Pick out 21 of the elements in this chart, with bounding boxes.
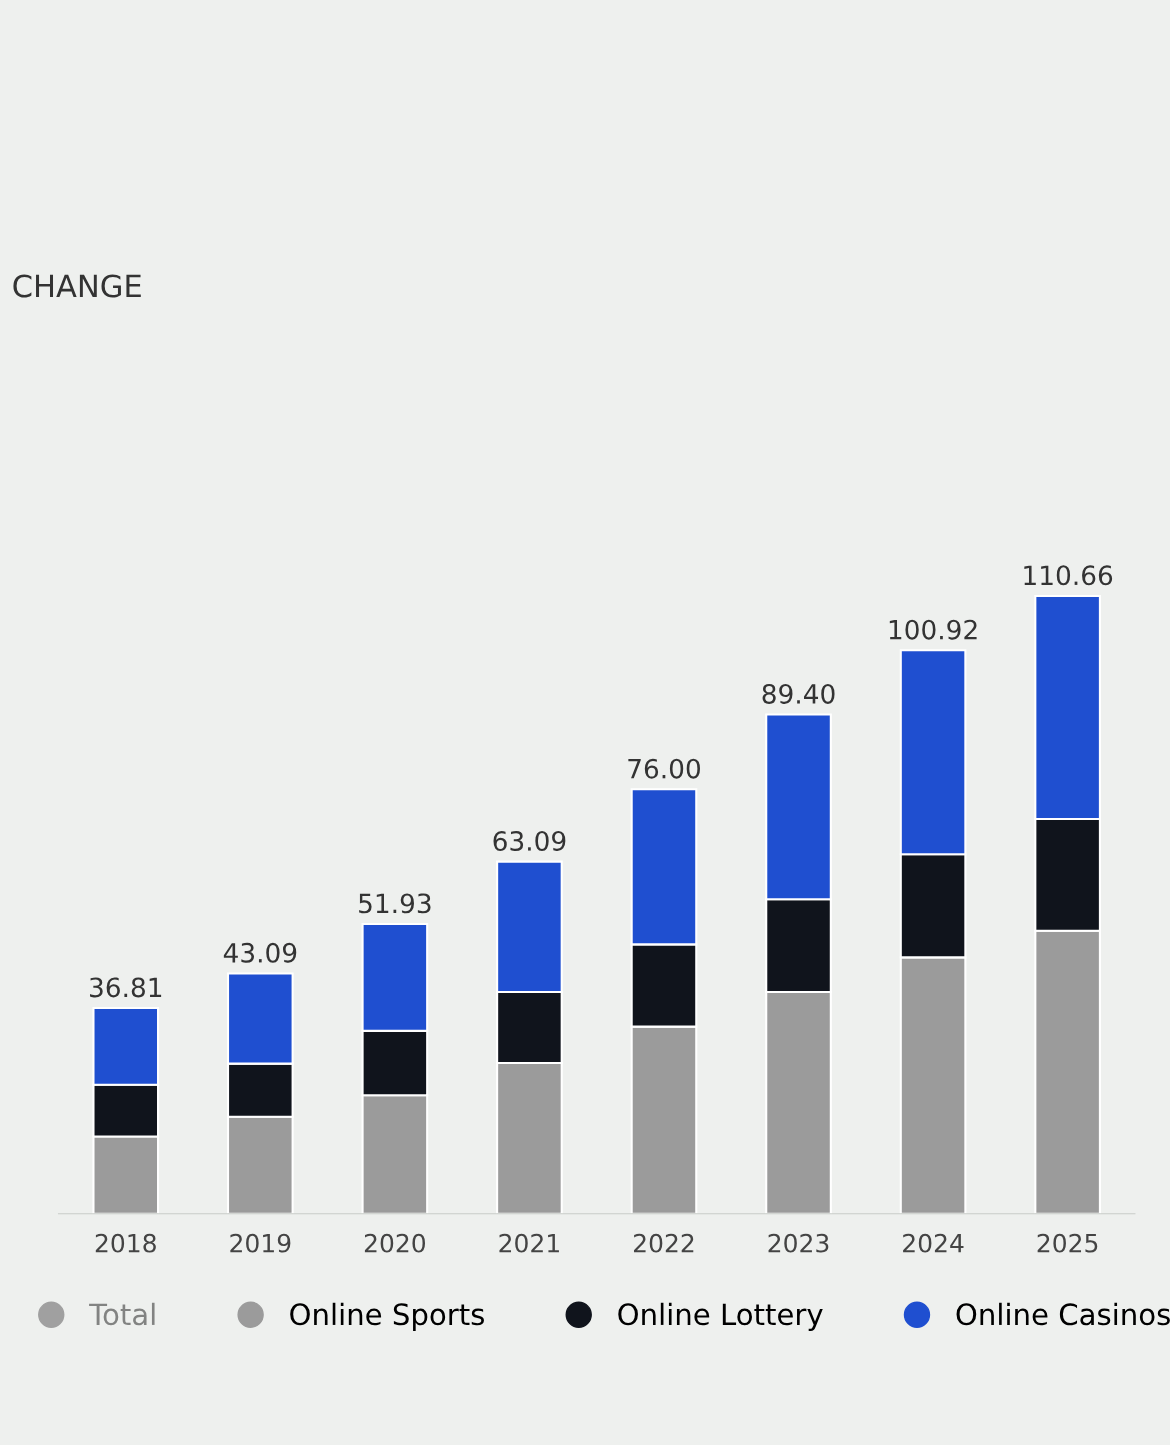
x-tick-label: 2024 [903, 1233, 964, 1253]
legend-label: Online Casinos [956, 1302, 1170, 1326]
annotation: 51.93 [359, 893, 431, 914]
x-tick-label: 2021 [499, 1233, 559, 1253]
legend-label: Online Lottery [618, 1302, 823, 1331]
annotation: 89.40 [762, 683, 835, 704]
x-tick-label: 2018 [95, 1233, 156, 1253]
x-tick-label: 2023 [768, 1233, 829, 1253]
annotation: 100.92 [889, 619, 977, 640]
x-tick-label: 2019 [230, 1233, 291, 1253]
annotation: 110.66 [1024, 565, 1113, 586]
annotation: 76.00 [628, 758, 700, 779]
legend-label: Online Sports [290, 1302, 484, 1331]
x-tick-label: 2025 [1037, 1233, 1098, 1253]
annotation: 43.09 [223, 942, 297, 963]
annotation: 63.09 [493, 830, 566, 851]
legend-label: Total [89, 1302, 155, 1326]
chart-title: CHANGE [13, 274, 141, 298]
annotation: 36.81 [90, 977, 162, 998]
x-tick-label: 2022 [633, 1233, 694, 1253]
x-tick-label: 2020 [364, 1233, 426, 1253]
